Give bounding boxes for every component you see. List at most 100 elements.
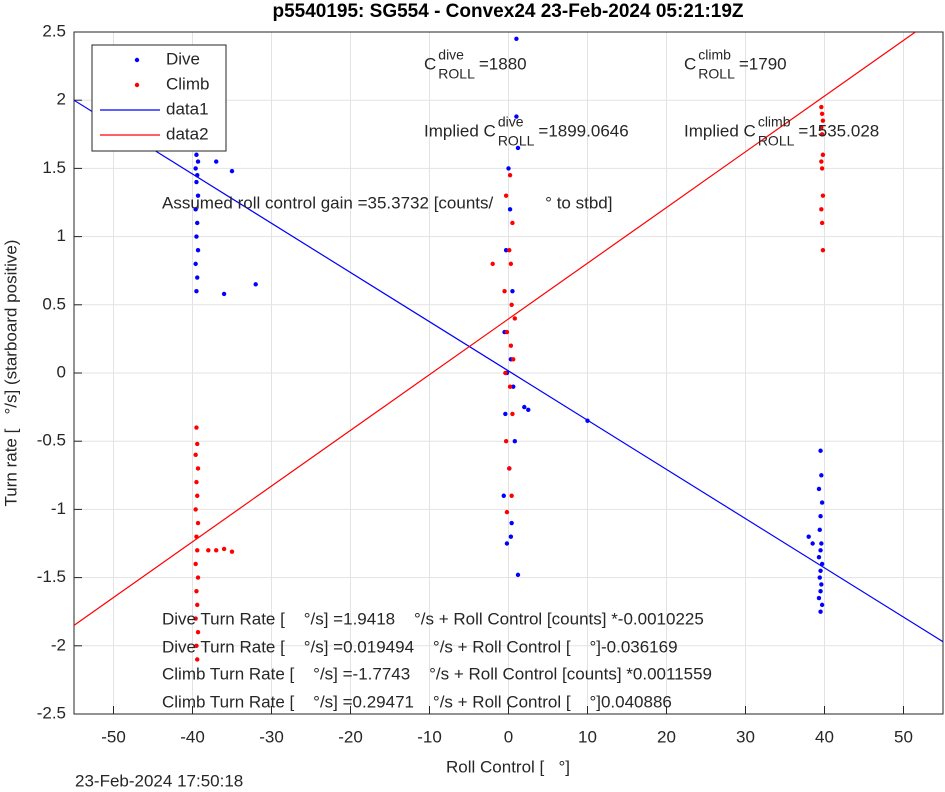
x-tick-label: 50 <box>894 727 913 746</box>
data-point <box>819 220 825 226</box>
annotation-sub: ROLL <box>758 133 795 149</box>
note: Climb Turn Rate [ °/s] =0.29471 °/s + Ro… <box>162 692 672 711</box>
legend-label: Climb <box>166 74 209 93</box>
data-point <box>507 466 512 471</box>
data-point <box>816 595 822 601</box>
data-point <box>512 439 518 444</box>
data-point <box>229 549 235 554</box>
annotation: Implied C <box>424 121 496 140</box>
annotation: C <box>424 54 436 73</box>
data-point <box>510 288 515 294</box>
data-point <box>816 554 822 560</box>
data-point <box>194 179 199 185</box>
data-point <box>221 291 227 297</box>
x-tick-label: -30 <box>259 727 284 746</box>
data-point <box>819 166 825 171</box>
data-point <box>818 514 823 519</box>
data-point <box>515 145 521 151</box>
data-point <box>214 548 219 553</box>
annotation-sup: climb <box>698 47 731 63</box>
data-point <box>819 541 824 546</box>
annotation-value: =1880 <box>479 54 527 73</box>
data-point <box>507 248 512 253</box>
data-point <box>194 479 199 485</box>
y-tick-label: 2 <box>57 90 66 109</box>
data-point <box>820 248 826 253</box>
legend-label: data1 <box>166 99 209 118</box>
data-point <box>509 493 514 498</box>
data-point <box>820 118 826 123</box>
data-point <box>819 500 825 505</box>
data-point <box>504 541 510 546</box>
data-point <box>229 168 235 174</box>
data-point <box>820 193 826 198</box>
y-tick-label: 0.5 <box>42 294 66 313</box>
y-tick-label: -0.5 <box>37 431 66 450</box>
data-point <box>503 248 509 253</box>
data-point <box>193 452 198 458</box>
data-point <box>819 582 824 587</box>
data-point <box>253 282 258 287</box>
data-point <box>818 609 823 614</box>
data-point <box>193 616 198 621</box>
x-tick-label: 20 <box>657 727 676 746</box>
annotation-sup: dive <box>438 47 464 63</box>
data-point <box>806 534 811 539</box>
data-point <box>504 329 510 335</box>
x-tick-label: 40 <box>815 727 834 746</box>
data-point <box>206 548 211 553</box>
fit-line <box>74 99 943 643</box>
data-point <box>819 111 825 117</box>
data-point <box>510 411 515 417</box>
annotation-sub: ROLL <box>498 133 535 149</box>
data-point <box>195 493 200 498</box>
y-axis-label: Turn rate [ °/s] (starboard positive) <box>1 240 20 507</box>
y-tick-label: -1.5 <box>37 567 66 586</box>
data-point <box>193 261 198 267</box>
data-point <box>194 425 199 430</box>
axes-box <box>73 31 944 715</box>
data-point <box>818 448 823 453</box>
data-point <box>810 541 815 546</box>
note: Assumed roll control gain =35.3732 [coun… <box>162 193 612 212</box>
data-point <box>195 193 201 198</box>
data-point <box>214 159 219 164</box>
data-point <box>194 288 199 294</box>
data-point <box>507 173 513 178</box>
data-point <box>221 546 227 552</box>
data-point <box>194 589 199 594</box>
data-point <box>819 104 824 110</box>
note: Climb Turn Rate [ °/s] =-1.7743 °/s + Ro… <box>162 664 712 683</box>
x-tick-label: -20 <box>338 727 363 746</box>
data-point <box>195 575 201 580</box>
annotation-value: =1790 <box>739 54 787 73</box>
data-point <box>193 561 198 567</box>
data-point <box>195 657 200 662</box>
data-point <box>819 125 824 130</box>
annotation-value: =1899.0646 <box>538 121 628 140</box>
data-point <box>819 473 824 478</box>
data-point <box>526 407 531 413</box>
annotation-sub: ROLL <box>438 66 475 82</box>
x-tick-label: -10 <box>417 727 442 746</box>
data-point <box>194 643 199 648</box>
data-point <box>503 370 508 376</box>
data-point <box>508 261 514 267</box>
x-tick-label: 30 <box>736 727 755 746</box>
data-point <box>193 166 198 171</box>
data-point <box>819 159 824 164</box>
x-tick-label: -40 <box>180 727 205 746</box>
annotation-value: =1535.028 <box>798 121 879 140</box>
data-point <box>195 248 201 253</box>
legend-box <box>91 44 227 152</box>
legend-marker <box>134 82 140 88</box>
data-point <box>514 36 519 42</box>
data-point <box>195 159 201 164</box>
annotation: Implied C <box>684 121 756 140</box>
data-point <box>509 302 514 307</box>
data-point <box>509 520 514 526</box>
data-point <box>817 575 822 580</box>
data-point <box>504 509 510 515</box>
data-point <box>818 589 823 594</box>
